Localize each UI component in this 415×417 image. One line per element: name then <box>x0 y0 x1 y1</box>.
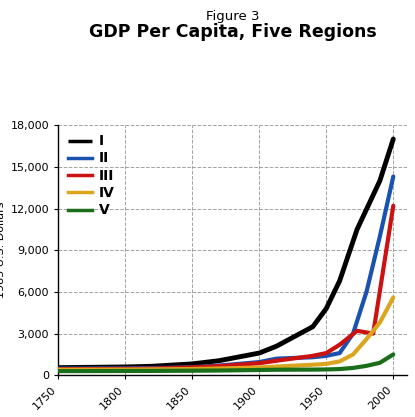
Text: GDP Per Capita, Five Regions: GDP Per Capita, Five Regions <box>88 23 376 41</box>
Y-axis label: 1985 U.S. Dollars: 1985 U.S. Dollars <box>0 202 6 299</box>
Legend: I, II, III, IV, V: I, II, III, IV, V <box>68 134 115 217</box>
Text: Figure 3: Figure 3 <box>206 10 259 23</box>
